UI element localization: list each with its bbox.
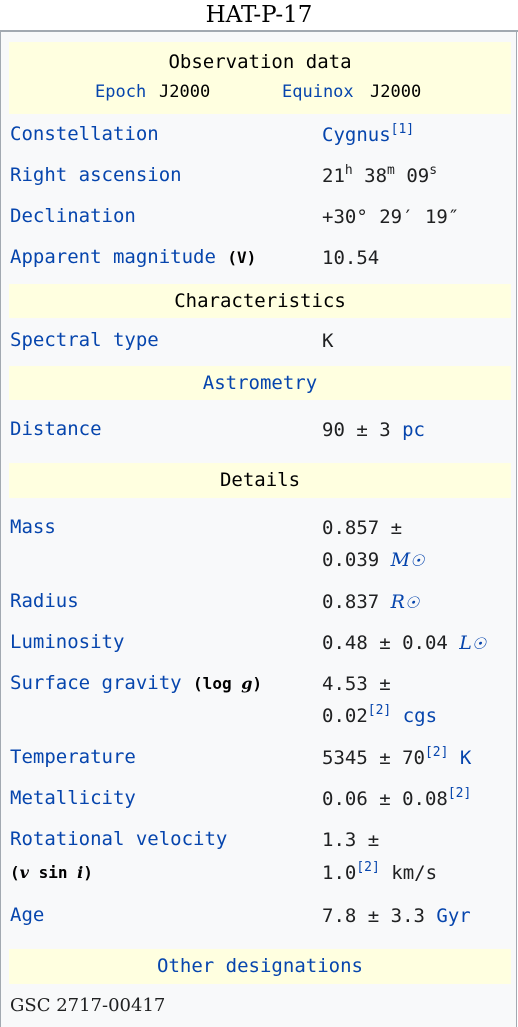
apparent-magnitude-link[interactable]: Apparent magnitude [10, 246, 216, 268]
constellation-row: Constellation Cygnus[1] [1, 120, 518, 160]
kelvin-link[interactable]: K [448, 747, 472, 769]
distance-number: 90 ± 3 [322, 419, 403, 441]
rotational-velocity-line2: 1.0[2] km/s [322, 857, 437, 890]
rotational-velocity-row: Rotational velocity (v sin i) 1.3 ± 1.0[… [1, 825, 518, 900]
ra-m-unit: m [387, 163, 395, 178]
spectral-type-label[interactable]: Spectral type [10, 329, 159, 351]
declination-row: Declination +30° 29′ 19″ [1, 202, 518, 242]
astrometry-header[interactable]: Astrometry [9, 366, 511, 400]
surface-gravity-line1: 4.53 ± [322, 673, 391, 695]
ra-minutes: 38 [352, 165, 388, 187]
age-label[interactable]: Age [10, 904, 45, 926]
epoch-link[interactable]: Epoch [95, 82, 147, 102]
temperature-value: 5345 ± 70[2] K [322, 742, 471, 775]
rotational-velocity-number: 1.0 [322, 862, 357, 884]
temperature-row: Temperature 5345 ± 70[2] K [1, 743, 518, 783]
radius-label[interactable]: Radius [10, 590, 79, 612]
band-v: (V) [227, 248, 257, 267]
metallicity-number: 0.06 ± 0.08 [322, 788, 448, 810]
ra-s-unit: s [429, 163, 438, 178]
surface-gravity-row: Surface gravity (log g) 4.53 ± 0.02[2] c… [1, 669, 518, 741]
metallicity-label[interactable]: Metallicity [10, 787, 136, 809]
luminosity-number: 0.48 ± 0.04 [322, 632, 460, 654]
epoch-value: J2000 [159, 82, 211, 102]
log-g-note: (log g) [193, 674, 263, 693]
ref-2-link[interactable]: [2] [447, 786, 472, 801]
metallicity-value: 0.06 ± 0.08[2] [322, 783, 471, 816]
mass-number: 0.039 [322, 549, 391, 571]
rotational-velocity-line1: 1.3 ± [322, 829, 380, 851]
distance-label[interactable]: Distance [10, 418, 102, 440]
right-ascension-label[interactable]: Right ascension [10, 164, 182, 186]
ref-1-link[interactable]: [1] [390, 122, 415, 137]
solar-luminosity-link[interactable]: L☉ [459, 632, 487, 654]
mass-value-line2: 0.039 M☉ [322, 544, 424, 577]
details-header: Details [9, 463, 511, 498]
surface-gravity-line2: 0.02[2] cgs [322, 700, 437, 733]
radius-value: 0.837 R☉ [322, 586, 419, 619]
rotational-velocity-label[interactable]: Rotational velocity [10, 828, 228, 850]
gyr-link[interactable]: Gyr [436, 905, 471, 927]
radius-number: 0.837 [322, 591, 391, 613]
constellation-value: Cygnus[1] [322, 119, 414, 152]
mass-value-line1: 0.857 ± [322, 517, 403, 539]
cgs-link[interactable]: cgs [391, 705, 438, 727]
characteristics-header: Characteristics [9, 284, 511, 318]
other-designations-row: GSC 2717-00417 [1, 994, 518, 1024]
surface-gravity-link[interactable]: Surface gravity [10, 672, 182, 694]
declination-label[interactable]: Declination [10, 205, 136, 227]
mass-row: Mass 0.857 ± 0.039 M☉ [1, 513, 518, 585]
ref-2-link[interactable]: [2] [356, 860, 380, 875]
vsini-note: (v sin i) [10, 863, 93, 882]
ra-seconds: 09 [394, 165, 430, 187]
observation-data-section: Observation data [9, 42, 511, 114]
surface-gravity-number: 0.02 [322, 705, 368, 727]
apparent-magnitude-value: 10.54 [322, 247, 380, 269]
observation-data-header: Observation data [168, 51, 352, 73]
ra-h-unit: h [344, 163, 353, 178]
apparent-magnitude-label: Apparent magnitude (V) [10, 246, 256, 268]
spectral-type-row: Spectral type K [1, 326, 518, 366]
age-row: Age 7.8 ± 3.3 Gyr [1, 901, 518, 941]
right-ascension-row: Right ascension 21h 38m 09s [1, 161, 518, 201]
luminosity-value: 0.48 ± 0.04 L☉ [322, 627, 486, 660]
luminosity-row: Luminosity 0.48 ± 0.04 L☉ [1, 628, 518, 668]
parsec-link[interactable]: pc [402, 419, 425, 441]
ref-2-link[interactable]: [2] [367, 703, 392, 718]
ra-hours: 21 [322, 165, 345, 187]
right-ascension-value: 21h 38m 09s [322, 160, 437, 193]
temperature-label[interactable]: Temperature [10, 746, 136, 768]
radius-row: Radius 0.837 R☉ [1, 587, 518, 627]
other-designations-header[interactable]: Other designations [9, 949, 511, 984]
temperature-number: 5345 ± 70 [322, 747, 425, 769]
distance-value: 90 ± 3 pc [322, 414, 425, 447]
constellation-label[interactable]: Constellation [10, 123, 159, 145]
infobox: Observation data Epoch J2000 Equinox J20… [0, 32, 517, 1027]
gsc-designation: GSC 2717-00417 [10, 995, 166, 1016]
ref-2-link[interactable]: [2] [424, 745, 449, 760]
solar-mass-link[interactable]: M☉ [390, 549, 425, 571]
distance-row: Distance 90 ± 3 pc [1, 415, 518, 455]
surface-gravity-label: Surface gravity (log g) [10, 672, 262, 694]
mass-label[interactable]: Mass [10, 516, 56, 538]
luminosity-label[interactable]: Luminosity [10, 631, 125, 653]
cygnus-link[interactable]: Cygnus [322, 124, 391, 146]
kms-unit: km/s [379, 862, 438, 884]
infobox-title: HAT-P-17 [0, 0, 518, 32]
epoch-row: Epoch J2000 Equinox J2000 [9, 82, 511, 112]
age-value: 7.8 ± 3.3 Gyr [322, 900, 471, 933]
apparent-magnitude-row: Apparent magnitude (V) 10.54 [1, 243, 518, 283]
solar-radius-link[interactable]: R☉ [390, 591, 420, 613]
declination-value: +30° 29′ 19″ [322, 206, 460, 228]
equinox-value: J2000 [370, 82, 422, 102]
metallicity-row: Metallicity 0.06 ± 0.08[2] [1, 784, 518, 824]
age-number: 7.8 ± 3.3 [322, 905, 437, 927]
spectral-type-value: K [322, 330, 334, 352]
equinox-link[interactable]: Equinox [282, 82, 354, 102]
